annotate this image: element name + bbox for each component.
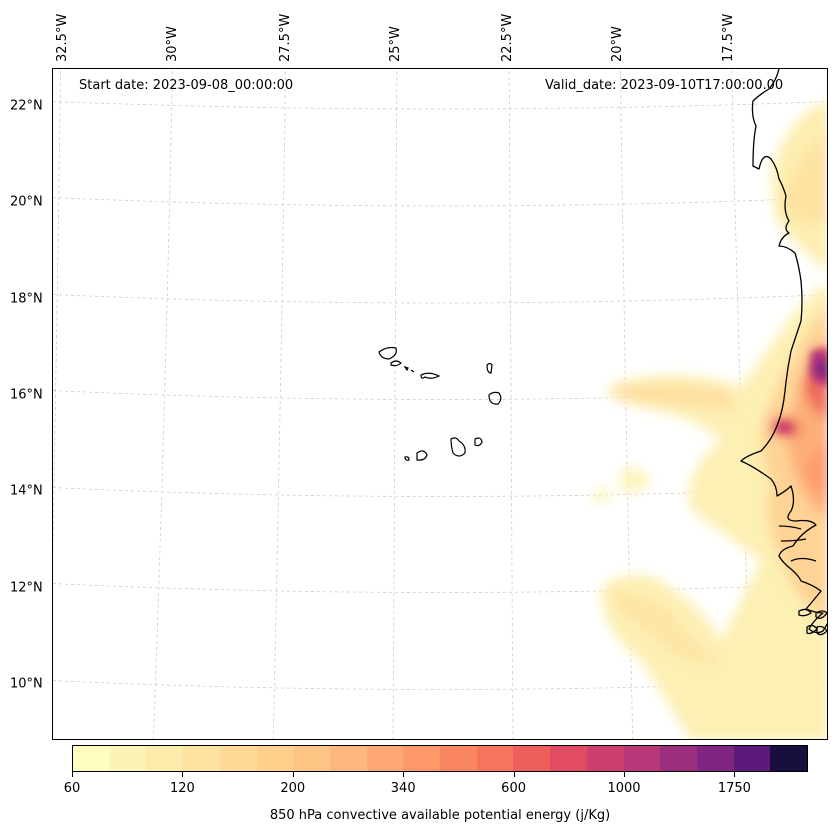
colorbar-tick-mark: [513, 772, 515, 777]
colorbar-swatch: [733, 746, 771, 771]
colorbar-swatch: [513, 746, 551, 771]
colorbar-swatch: [256, 746, 294, 771]
colorbar-swatch: [329, 746, 367, 771]
colorbar-swatch: [146, 746, 184, 771]
colorbar-swatch: [550, 746, 587, 771]
lon-label: 27.5°W: [278, 13, 293, 62]
lon-label: 20°W: [610, 26, 625, 62]
colorbar-swatch: [366, 746, 404, 771]
colorbar-tick-mark: [182, 772, 184, 777]
lat-label: 10°N: [10, 676, 43, 692]
lat-label: 20°N: [10, 194, 43, 210]
colorbar-swatch: [770, 746, 808, 771]
colorbar-swatch: [183, 746, 220, 771]
start-date-annotation: Start date: 2023-09-08_00:00:00: [79, 78, 294, 93]
cape-field: [593, 101, 827, 739]
map-panel: [52, 68, 828, 740]
lon-label: 17.5°W: [721, 13, 736, 62]
map-canvas: [53, 69, 827, 739]
colorbar-swatch: [219, 746, 257, 771]
colorbar-label: 850 hPa convective available potential e…: [269, 808, 611, 823]
colorbar-tick-label: 1000: [607, 781, 641, 796]
colorbar-swatch: [440, 746, 477, 771]
colorbar-tick-label: 340: [390, 781, 416, 796]
lat-label: 22°N: [10, 98, 43, 114]
colorbar-swatch: [586, 746, 624, 771]
colorbar-swatch: [293, 746, 330, 771]
colorbar: [72, 745, 808, 772]
colorbar-tick-mark: [734, 772, 736, 777]
colorbar-tick-label: 600: [501, 781, 527, 796]
cape-verde-islands: [378, 346, 502, 461]
colorbar-tick-mark: [292, 772, 294, 777]
lat-label: 16°N: [10, 387, 43, 403]
colorbar-tick-label: 120: [169, 781, 195, 796]
lon-label: 22.5°W: [500, 13, 515, 62]
colorbar-tick-label: 60: [63, 781, 81, 796]
lat-label: 14°N: [10, 483, 43, 499]
colorbar-tick-mark: [72, 772, 73, 777]
colorbar-swatch: [109, 746, 147, 771]
colorbar-tick-mark: [403, 772, 405, 777]
valid-date-annotation: Valid_date: 2023-09-10T17:00:00.00: [545, 78, 784, 93]
lat-label: 12°N: [10, 580, 43, 596]
lon-label: 30°W: [165, 26, 180, 62]
colorbar-swatch: [403, 746, 441, 771]
lat-label: 18°N: [10, 291, 43, 307]
colorbar-swatch: [623, 746, 661, 771]
lon-label: 25°W: [388, 26, 403, 62]
colorbar-tick-label: 1750: [717, 781, 751, 796]
colorbar-swatch: [696, 746, 734, 771]
coastline: [740, 69, 827, 636]
colorbar-swatch: [476, 746, 514, 771]
lon-label: 32.5°W: [55, 13, 70, 62]
colorbar-tick-mark: [624, 772, 625, 777]
colorbar-swatch: [660, 746, 697, 771]
colorbar-swatch: [73, 746, 110, 771]
colorbar-tick-label: 200: [280, 781, 306, 796]
